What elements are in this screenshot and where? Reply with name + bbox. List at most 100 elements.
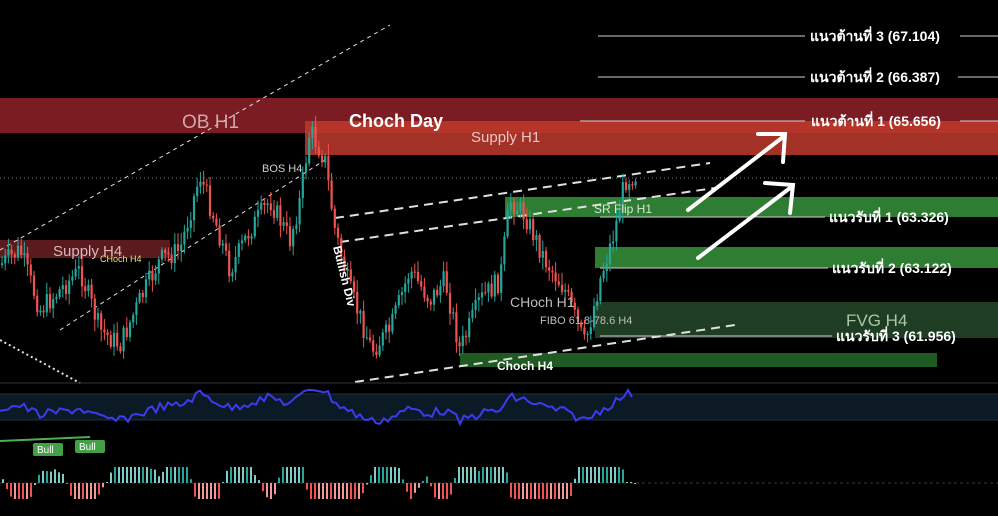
candle-body	[503, 236, 506, 265]
candle-body	[42, 310, 45, 313]
trend-lines	[0, 24, 736, 384]
histogram-bar	[78, 483, 80, 499]
histogram-bar	[614, 467, 616, 483]
candle-body	[234, 256, 237, 273]
candle-body	[404, 283, 407, 293]
histogram-bar	[162, 471, 164, 483]
candle-body	[266, 203, 269, 205]
candle-body	[554, 272, 557, 282]
candle-body	[356, 291, 359, 314]
candle-body	[445, 271, 448, 293]
candle-body	[221, 243, 224, 246]
candle-body	[84, 286, 87, 292]
candle-body	[186, 227, 189, 232]
histogram-bar	[242, 467, 244, 483]
candles-layer	[0, 115, 637, 359]
histogram-bar	[202, 483, 204, 499]
histogram-bar	[286, 467, 288, 483]
histogram-bar	[174, 467, 176, 483]
histogram-bar	[630, 481, 632, 483]
histogram-bar	[206, 483, 208, 499]
histogram-bar	[182, 467, 184, 483]
histogram-bar	[462, 467, 464, 483]
candle-body	[400, 292, 404, 296]
histogram-bar	[434, 483, 436, 498]
histogram-bar	[134, 467, 136, 483]
candle-body	[103, 329, 106, 333]
candle-body	[112, 332, 116, 347]
histogram-bar	[118, 467, 120, 483]
candle-body	[560, 284, 564, 292]
candle-body	[196, 186, 199, 197]
histogram-bar	[594, 467, 596, 483]
histogram-bar	[142, 467, 144, 483]
channel-upper	[334, 162, 711, 219]
candle-body	[7, 249, 10, 256]
histogram-bar	[506, 472, 508, 483]
histogram-bar	[522, 483, 524, 499]
candle-body	[596, 301, 599, 307]
histogram-bar	[378, 467, 380, 483]
candle-body	[461, 335, 464, 347]
candle-body	[336, 227, 340, 238]
histogram-bar	[138, 467, 140, 483]
choch-h4-label: Choch H4	[497, 359, 553, 373]
histogram-bar	[82, 483, 84, 499]
histogram-bar	[54, 469, 56, 483]
histogram-bar	[358, 483, 360, 499]
histogram-bar	[338, 483, 340, 499]
candle-body	[615, 220, 618, 242]
candle-body	[39, 310, 42, 313]
candle-body	[362, 311, 365, 338]
histogram-bar	[586, 467, 588, 483]
candle-body	[439, 286, 442, 296]
histogram-bar	[606, 467, 608, 483]
candle-body	[567, 289, 570, 292]
candle-body	[324, 155, 327, 163]
candle-body	[592, 306, 596, 328]
histogram-bar	[530, 483, 532, 499]
channel-lower	[354, 324, 736, 383]
candle-body	[634, 181, 637, 186]
oscillator-line	[0, 388, 633, 427]
histogram-bar	[278, 477, 280, 483]
histogram-bar	[502, 467, 504, 483]
candle-body	[96, 313, 100, 320]
bull-badge-2-label: Bull	[79, 442, 96, 453]
histogram-bar	[626, 482, 628, 483]
fvg-h4-zone	[595, 302, 998, 338]
histogram-bar	[250, 467, 252, 483]
candle-body	[282, 222, 285, 226]
candle-body	[416, 271, 420, 282]
histogram-bar	[406, 483, 408, 492]
candle-body	[372, 340, 375, 352]
candle-body	[509, 202, 512, 211]
candle-body	[621, 182, 624, 212]
candle-body	[199, 181, 202, 187]
resistance-3-label: แนวต้านที่ 3 (67.104)	[810, 26, 940, 44]
histogram-bar	[62, 473, 64, 483]
candle-body	[426, 297, 429, 302]
histogram-bar	[98, 483, 100, 495]
histogram-bar	[46, 471, 48, 483]
candle-body	[442, 271, 445, 287]
histogram-bar	[246, 467, 248, 483]
histogram-bar	[222, 482, 224, 483]
candle-body	[631, 184, 634, 186]
candle-body	[583, 327, 586, 335]
candle-body	[0, 263, 4, 265]
candle-body	[90, 284, 93, 299]
candle-body	[250, 236, 253, 239]
histogram-bar	[66, 483, 68, 484]
histogram-bar	[534, 483, 536, 499]
histogram-bar	[18, 483, 20, 499]
histogram-bar	[350, 483, 352, 499]
candle-body	[605, 263, 608, 272]
histogram-bar	[210, 483, 212, 499]
histogram-bar	[58, 472, 60, 483]
candle-body	[436, 289, 439, 296]
histogram-bar	[38, 474, 40, 483]
candle-body	[352, 281, 356, 292]
histogram-bar	[310, 483, 312, 499]
